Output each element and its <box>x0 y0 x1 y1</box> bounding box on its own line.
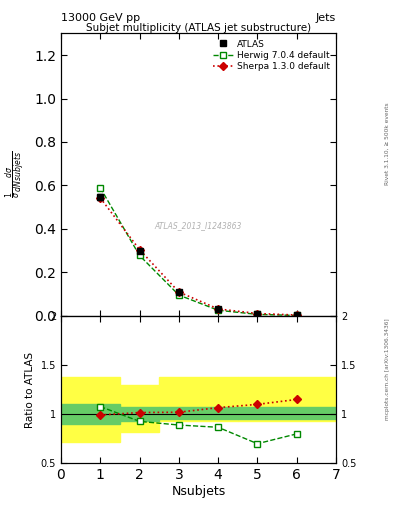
Bar <box>120 385 159 432</box>
Title: Subjet multiplicity (ATLAS jet substructure): Subjet multiplicity (ATLAS jet substruct… <box>86 23 311 32</box>
Bar <box>159 408 238 419</box>
X-axis label: Nsubjets: Nsubjets <box>171 485 226 498</box>
Text: mcplots.cern.ch [arXiv:1306.3436]: mcplots.cern.ch [arXiv:1306.3436] <box>385 318 389 419</box>
Y-axis label: Ratio to ATLAS: Ratio to ATLAS <box>25 352 35 428</box>
Text: Rivet 3.1.10, ≥ 500k events: Rivet 3.1.10, ≥ 500k events <box>385 102 389 185</box>
Text: Jets: Jets <box>316 13 336 23</box>
Text: 13000 GeV pp: 13000 GeV pp <box>61 13 140 23</box>
Bar <box>238 377 336 421</box>
Bar <box>61 377 120 442</box>
Legend: ATLAS, Herwig 7.0.4 default, Sherpa 1.3.0 default: ATLAS, Herwig 7.0.4 default, Sherpa 1.3.… <box>211 38 332 73</box>
Bar <box>120 408 159 421</box>
Bar <box>159 377 238 421</box>
Text: ATLAS_2013_I1243863: ATLAS_2013_I1243863 <box>155 221 242 230</box>
Y-axis label: $\frac{1}{\sigma}\frac{d\sigma}{dNsubjets}$: $\frac{1}{\sigma}\frac{d\sigma}{dNsubjet… <box>4 151 29 198</box>
Bar <box>238 408 336 419</box>
Bar <box>61 404 120 424</box>
